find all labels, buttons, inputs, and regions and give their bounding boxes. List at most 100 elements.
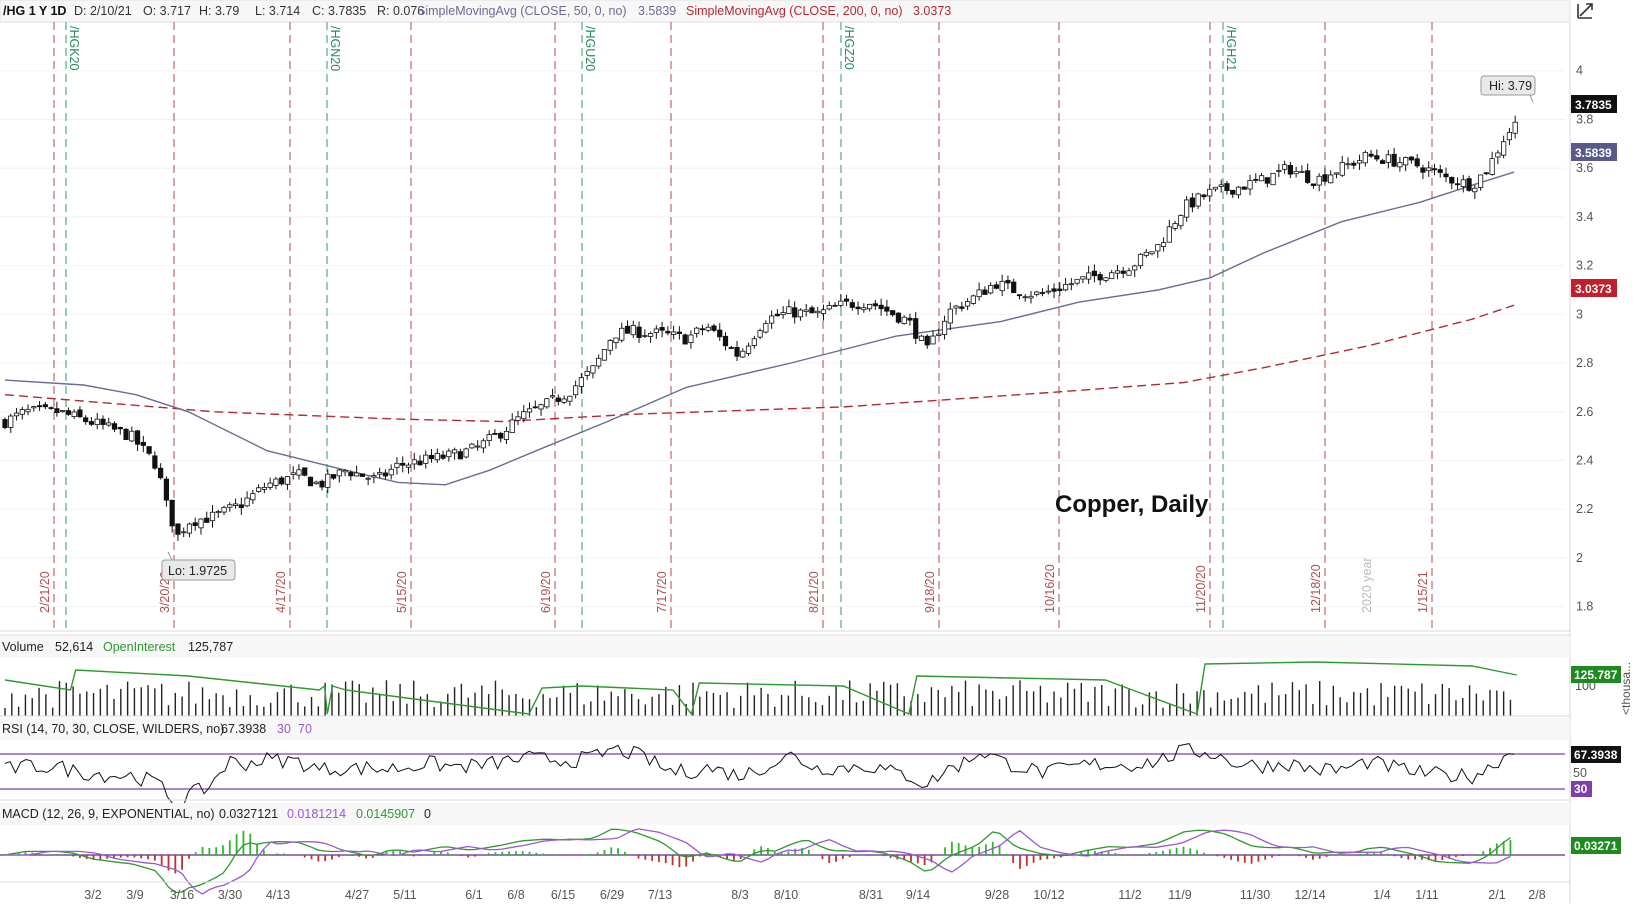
candle-body [601,349,608,361]
candle-body [809,307,815,314]
x-tick-label: 2/8 [1528,888,1545,902]
x-tick-label: 2/1 [1488,888,1505,902]
rsi-value: 67.3938 [221,722,266,736]
candle-body [941,320,948,335]
symbol-label[interactable]: /HG 1 Y 1D [3,4,66,18]
expiry-date-label: 11/20/20 [1194,565,1208,613]
candle-body [1103,277,1109,281]
candle-body [2,419,8,428]
candle-body [498,432,504,439]
candle-body [694,327,700,334]
price-panel[interactable]: 4 3.8 3.6 3.4 3.2 3 2.8 2.6 2.4 2.2 2 1.8 2/21/20 3/… [0,22,1617,903]
price-tick-label: 2 [1576,551,1583,565]
expand-icon[interactable] [1577,3,1593,19]
candle-body [642,335,648,337]
sma200-tag: 3.0373 [1571,279,1617,297]
candle-body [1034,291,1040,295]
expiry-date-label: 7/17/20 [655,571,669,613]
candle-body [555,397,561,402]
candle-body [65,410,72,415]
candle-body [1011,281,1017,294]
high-field: H: 3.79 [199,4,239,18]
price-tick-label: 3.2 [1576,259,1593,273]
low-field: L: 3.714 [255,4,300,18]
candle-body [1426,167,1432,172]
candle-body [820,309,827,314]
x-tick-label: 10/12 [1033,888,1064,902]
candle-body [1253,178,1259,181]
candle-body [1068,283,1074,286]
macd-panel[interactable]: MACD (12, 26, 9, EXPONENTIAL, no) 0.0327… [0,803,1621,895]
candle-body [261,487,267,490]
candle-body [578,377,585,387]
candle-body [440,454,446,459]
candle-body [423,454,429,464]
rsi-panel[interactable]: RSI (14, 70, 30, CLOSE, WILDERS, no) 67.… [0,718,1621,808]
candle-body [348,472,354,477]
candle-body [475,445,481,448]
candle-body [42,404,48,408]
candle-body [584,371,590,376]
candle-body [1184,199,1190,218]
svg-text:3.0373: 3.0373 [1575,282,1612,296]
price-gridlines [0,70,1565,608]
candle-body [688,334,694,343]
rollover-label: /HGK20 [67,26,81,71]
price-tick-label: 3.6 [1576,161,1593,175]
candle-body [711,325,717,331]
candle-body [1322,174,1328,182]
sma50-value: 3.5839 [638,4,676,18]
candle-body [405,464,412,468]
candle-body [826,305,832,310]
candle-body [619,327,625,341]
macd-title: MACD (12, 26, 9, EXPONENTIAL, no) [2,807,215,821]
candle-body [728,347,734,349]
candle-body [521,411,527,420]
candle-body [1328,174,1334,184]
candle-body [999,280,1005,292]
x-tick-label: 11/30 [1240,888,1270,902]
candle-body [676,331,682,334]
candle-body [913,318,919,339]
candle-body [463,448,469,458]
candle-body [365,477,371,480]
candle-body [1379,160,1386,164]
candle-body [1276,170,1282,172]
sma50-line [4,171,1515,486]
candle-body [924,335,930,346]
candle-body [284,476,291,485]
candle-body [1132,265,1138,271]
candle-body [417,460,423,466]
price-tick-label: 2.8 [1576,356,1593,370]
candle-body [486,434,492,441]
lo-label: Lo: 1.9725 [161,551,236,581]
candle-body [1385,154,1391,163]
candle-body [855,306,861,310]
candle-body [964,301,971,307]
candle-body [1466,178,1472,191]
candle-body [659,327,665,331]
price-tick-label: 2.4 [1576,453,1593,467]
rsi-low-tag: 30 [1571,781,1592,797]
x-tick-label: 3/30 [218,888,242,902]
rollover-label: /HGU20 [583,26,597,71]
candle-body [596,357,602,367]
x-tick-label: 5/11 [393,888,416,902]
x-tick-label: 4/27 [345,888,369,902]
candle-body [774,313,780,317]
candle-body [325,473,331,488]
candle-body [54,408,60,414]
candle-body [1172,223,1178,229]
candle-body [665,330,671,334]
candle-body [1160,242,1167,247]
volume-panel[interactable]: Volume 52,614 OpenInterest 125,787 100 <… [0,634,1633,717]
candle-body [872,303,878,307]
candle-body [100,418,106,425]
candle-body [71,411,77,418]
rollover-label: /HGZ20 [842,26,856,70]
candle-body [175,523,181,535]
candle-body [1264,177,1270,184]
candle-body [267,482,273,488]
sma200-label: SimpleMovingAvg (CLOSE, 200, 0, no) [686,4,903,18]
